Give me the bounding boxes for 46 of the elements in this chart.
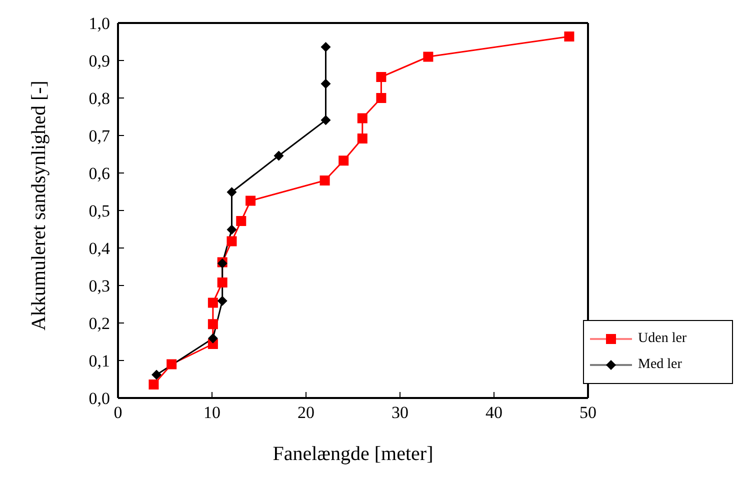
y-tick-label: 0,5 bbox=[88, 202, 110, 221]
point bbox=[423, 52, 434, 62]
point bbox=[236, 216, 246, 226]
x-tick-label: 20 bbox=[298, 403, 314, 422]
point bbox=[564, 32, 574, 42]
point bbox=[208, 333, 218, 344]
y-tick-label: 0,3 bbox=[88, 276, 110, 296]
y-tick-label: 0,4 bbox=[88, 239, 110, 258]
x-tick-label: 50 bbox=[580, 403, 596, 422]
y-tick-label: 0,8 bbox=[88, 89, 110, 108]
point bbox=[274, 150, 284, 161]
point bbox=[148, 380, 159, 390]
point bbox=[208, 298, 218, 308]
y-tick-label: 0,2 bbox=[88, 314, 110, 334]
point bbox=[152, 370, 162, 380]
x-axis-title: Fanelængde [meter] bbox=[272, 443, 434, 465]
y-tick-label: 0,7 bbox=[88, 126, 110, 146]
y-tick-label: 1,0 bbox=[88, 14, 110, 34]
legend-label: Uden ler bbox=[638, 331, 687, 347]
point bbox=[357, 134, 368, 144]
point bbox=[320, 115, 331, 126]
point bbox=[226, 224, 237, 235]
point bbox=[320, 78, 331, 89]
x-tick-label: 40 bbox=[486, 403, 502, 422]
y-tick-label: 0,6 bbox=[88, 164, 110, 184]
point bbox=[246, 196, 256, 206]
point bbox=[320, 176, 330, 186]
point bbox=[357, 113, 368, 124]
point bbox=[376, 72, 386, 82]
point bbox=[217, 278, 228, 288]
y-axis-title: Akkumuleret sandsynlighed [-] bbox=[28, 80, 50, 330]
point bbox=[208, 319, 218, 330]
y-tick-label: 0,1 bbox=[88, 352, 110, 371]
point bbox=[226, 236, 237, 246]
y-tick-label: 0,9 bbox=[88, 52, 110, 71]
x-tick-label: 0 bbox=[114, 403, 122, 422]
point bbox=[338, 156, 349, 166]
legend-label: Med ler bbox=[638, 357, 682, 373]
point bbox=[217, 296, 228, 306]
point bbox=[320, 42, 331, 52]
x-tick-label: 10 bbox=[204, 403, 220, 422]
y-tick-label: 0,0 bbox=[88, 389, 110, 408]
point bbox=[226, 187, 237, 198]
point bbox=[376, 93, 386, 103]
point bbox=[166, 359, 177, 370]
x-tick-label: 30 bbox=[392, 403, 408, 422]
